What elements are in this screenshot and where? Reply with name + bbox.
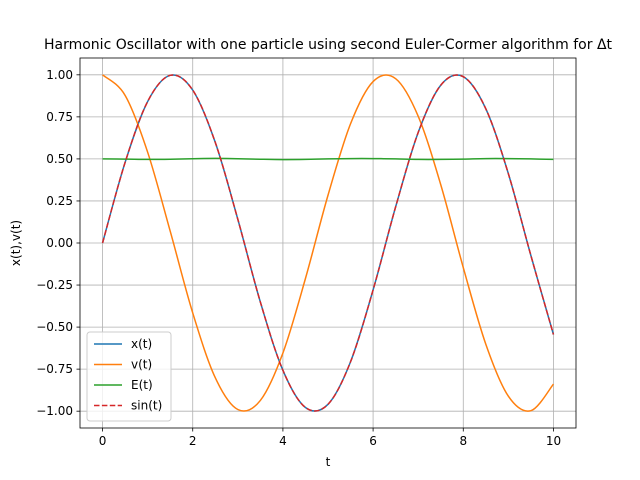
legend-label: sin(t) bbox=[131, 399, 162, 413]
legend-label: v(t) bbox=[131, 358, 152, 372]
series-line-2 bbox=[102, 157, 554, 161]
chart-title: Harmonic Oscillator with one particle us… bbox=[44, 37, 613, 53]
x-axis-label: t bbox=[326, 455, 331, 469]
y-tick-label: 0.75 bbox=[46, 110, 73, 124]
series-line-1 bbox=[102, 74, 555, 412]
y-tick-label: −0.50 bbox=[36, 320, 73, 334]
series-layer bbox=[101, 74, 555, 412]
legend-label: x(t) bbox=[131, 337, 152, 351]
y-tick-label: 0.25 bbox=[46, 194, 73, 208]
y-tick-label: 0.50 bbox=[46, 152, 73, 166]
series-line-3 bbox=[101, 74, 555, 412]
x-tick-label: 10 bbox=[546, 434, 561, 448]
x-tick-label: 8 bbox=[459, 434, 467, 448]
y-tick-label: 0.00 bbox=[46, 236, 73, 250]
legend: x(t) v(t) E(t) sin(t) bbox=[86, 331, 172, 422]
y-tick-label: −0.25 bbox=[36, 278, 73, 292]
x-tick-label: 4 bbox=[279, 434, 287, 448]
y-axis-label: x(t),v(t) bbox=[9, 220, 23, 266]
legend-box bbox=[86, 331, 172, 422]
y-axis: −1.00 −0.75 −0.50 −0.25 0.00 0.25 0.50 0.75 1.00 bbox=[36, 68, 80, 418]
x-tick-label: 6 bbox=[369, 434, 377, 448]
x-tick-label: 0 bbox=[99, 434, 107, 448]
x-tick-label: 2 bbox=[189, 434, 197, 448]
x-axis: 0 2 4 6 8 10 bbox=[99, 428, 561, 448]
y-tick-label: −1.00 bbox=[36, 404, 73, 418]
y-tick-label: 1.00 bbox=[46, 68, 73, 82]
y-tick-label: −0.75 bbox=[36, 362, 73, 376]
legend-label: E(t) bbox=[131, 378, 153, 392]
